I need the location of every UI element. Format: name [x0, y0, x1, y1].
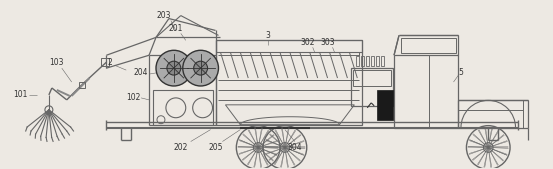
Text: 102: 102	[126, 93, 140, 102]
Bar	[371, 56, 374, 66]
Circle shape	[156, 50, 192, 86]
Circle shape	[194, 61, 207, 75]
Bar	[351, 68, 393, 106]
Bar	[401, 38, 456, 53]
Bar	[216, 40, 362, 125]
Bar	[101, 58, 109, 66]
Text: 304: 304	[288, 143, 302, 152]
Text: 303: 303	[320, 38, 335, 47]
Text: 302: 302	[300, 38, 315, 47]
Bar	[153, 90, 212, 125]
Text: 2: 2	[107, 58, 112, 67]
Bar	[353, 70, 391, 86]
Bar	[216, 40, 362, 52]
Bar	[377, 90, 393, 120]
Bar	[361, 56, 364, 66]
Bar	[356, 56, 359, 66]
Circle shape	[183, 50, 218, 86]
Circle shape	[167, 61, 181, 75]
Text: 205: 205	[208, 143, 223, 152]
Bar	[376, 56, 379, 66]
Text: 201: 201	[169, 24, 183, 33]
Bar	[381, 56, 384, 66]
Text: 204: 204	[134, 68, 148, 77]
Text: 203: 203	[156, 11, 171, 20]
Text: 5: 5	[458, 68, 463, 77]
Bar	[79, 82, 85, 88]
Text: 202: 202	[174, 143, 188, 152]
Bar	[366, 56, 369, 66]
Text: 101: 101	[13, 90, 27, 99]
Text: 103: 103	[50, 58, 64, 67]
Text: 3: 3	[265, 31, 270, 40]
